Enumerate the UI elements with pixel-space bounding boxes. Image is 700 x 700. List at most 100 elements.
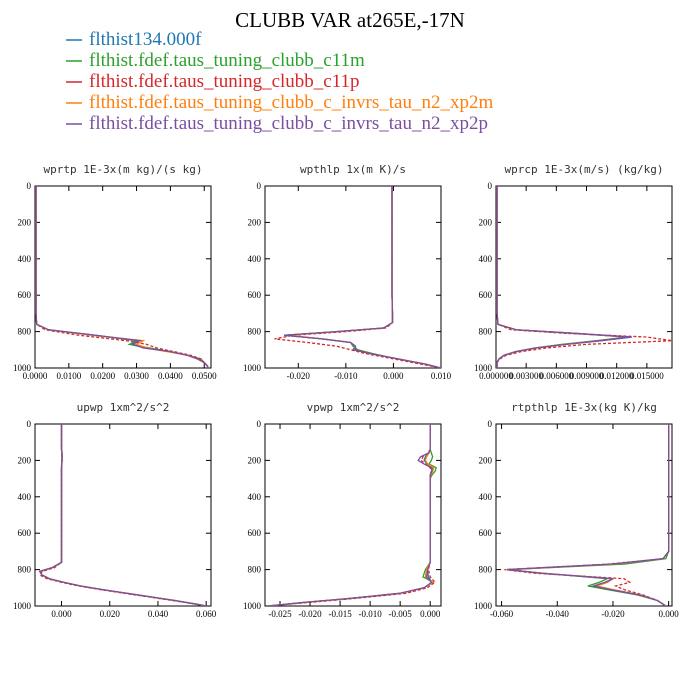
panel-title: vpwp 1xm^2/s^2 — [307, 401, 400, 414]
y-tick-label: 0 — [27, 419, 32, 429]
series-line-3 — [38, 424, 207, 606]
series-line-2 — [267, 424, 437, 606]
panel-4: upwp 1xm^2/s^2 0 200 400 600 800 1000 0.000 0.02… — [13, 401, 217, 619]
x-tick-label: 0.000000 — [479, 371, 513, 381]
series-line-4 — [38, 424, 207, 606]
y-tick-label: 1000 — [474, 601, 493, 611]
y-tick-label: 800 — [248, 565, 262, 575]
figure-title: CLUBB VAR at265E,-17N — [235, 8, 465, 32]
y-tick-label: 600 — [248, 290, 262, 300]
y-tick-label: 800 — [18, 565, 32, 575]
x-tick-label: 0.040 — [148, 609, 169, 619]
y-tick-label: 200 — [248, 217, 262, 227]
plot-frame — [34, 423, 212, 607]
series-line-3 — [274, 186, 441, 368]
panel-title: upwp 1xm^2/s^2 — [77, 401, 170, 414]
legend: flthist134.000fflthist.fdef.taus_tuning_… — [66, 29, 493, 134]
panel-1: wprtp 1E-3x(m kg)/(s kg) 0 200 400 600 800 100… — [13, 163, 217, 381]
series-line-4 — [288, 186, 441, 368]
y-tick-label: 0 — [488, 181, 493, 191]
x-tick-label: 0.0200 — [90, 371, 115, 381]
series-line-3 — [496, 186, 672, 368]
series-line-2 — [507, 424, 670, 606]
x-tick-label: 0.012000 — [600, 371, 634, 381]
y-tick-label: 800 — [18, 327, 32, 337]
panel-title: wpthlp 1x(m K)/s — [300, 163, 406, 176]
x-tick-label: 0.003000 — [509, 371, 543, 381]
x-tick-label: -0.040 — [546, 609, 570, 619]
series-line-5 — [283, 186, 441, 368]
x-tick-label: 0.0500 — [192, 371, 217, 381]
y-tick-label: 400 — [479, 254, 493, 264]
legend-label: flthist.fdef.taus_tuning_clubb_c11m — [89, 50, 365, 71]
y-tick-label: 600 — [248, 528, 262, 538]
y-tick-label: 600 — [18, 290, 32, 300]
x-tick-label: 0.000 — [659, 609, 680, 619]
series-line-2 — [496, 186, 627, 368]
legend-item: flthist.fdef.taus_tuning_clubb_c11p — [66, 71, 360, 92]
plot-frame — [495, 185, 673, 369]
panel-title: wprtp 1E-3x(m kg)/(s kg) — [44, 163, 203, 176]
series-line-3 — [504, 424, 670, 606]
y-tick-label: 1000 — [474, 363, 493, 373]
series-line-5 — [35, 186, 209, 368]
x-tick-label: -0.020 — [601, 609, 625, 619]
legend-label: flthist134.000f — [89, 29, 202, 50]
y-tick-label: 200 — [18, 455, 32, 465]
y-tick-label: 600 — [479, 528, 493, 538]
series-line-5 — [38, 424, 207, 606]
legend-item: flthist.fdef.taus_tuning_clubb_c_invrs_t… — [66, 113, 488, 134]
x-tick-label: 0.0400 — [158, 371, 183, 381]
series-line-5 — [267, 424, 433, 606]
panel-5: vpwp 1xm^2/s^2 0 200 400 600 800 1000 -0.025 -0.… — [243, 401, 442, 619]
plot-frame — [495, 423, 673, 607]
series-line-1 — [496, 186, 632, 368]
panel-2: wpthlp 1x(m K)/s 0 200 400 600 800 1000 -0.020 -… — [243, 163, 452, 381]
x-tick-label: 0.060 — [196, 609, 217, 619]
plot-frame — [264, 185, 442, 369]
y-tick-label: 0 — [488, 419, 493, 429]
y-tick-label: 1000 — [13, 363, 32, 373]
legend-item: flthist.fdef.taus_tuning_clubb_c11m — [66, 50, 365, 71]
y-tick-label: 800 — [479, 565, 493, 575]
legend-label: flthist.fdef.taus_tuning_clubb_c_invrs_t… — [89, 113, 488, 134]
y-tick-label: 800 — [248, 327, 262, 337]
x-tick-label: -0.060 — [490, 609, 514, 619]
panel-title: wprcp 1E-3x(m/s) (kg/kg) — [505, 163, 664, 176]
series-line-1 — [283, 186, 441, 368]
series-line-4 — [507, 424, 670, 606]
series-line-5 — [496, 186, 630, 368]
series-line-5 — [507, 424, 670, 606]
y-tick-label: 400 — [479, 492, 493, 502]
y-tick-label: 800 — [479, 327, 493, 337]
x-tick-label: -0.010 — [358, 609, 382, 619]
y-tick-label: 1000 — [243, 601, 262, 611]
series-line-1 — [507, 424, 670, 606]
x-tick-label: -0.020 — [298, 609, 322, 619]
x-tick-label: 0.009000 — [570, 371, 604, 381]
y-tick-label: 200 — [248, 455, 262, 465]
legend-item: flthist.fdef.taus_tuning_clubb_c_invrs_t… — [66, 92, 493, 113]
series-line-4 — [267, 424, 435, 606]
series-line-2 — [283, 186, 441, 368]
series-line-1 — [38, 424, 207, 606]
series-line-1 — [267, 424, 435, 606]
y-tick-label: 0 — [257, 181, 262, 191]
x-tick-label: -0.025 — [268, 609, 292, 619]
plot-frame — [34, 185, 212, 369]
y-tick-label: 200 — [18, 217, 32, 227]
series-line-3 — [35, 186, 209, 368]
panel-title: rtpthlp 1E-3x(kg K)/kg — [511, 401, 657, 414]
x-tick-label: 0.0100 — [56, 371, 81, 381]
y-tick-label: 200 — [479, 217, 493, 227]
y-tick-label: 1000 — [13, 601, 32, 611]
x-tick-label: 0.000 — [420, 609, 441, 619]
legend-item: flthist134.000f — [66, 29, 202, 50]
x-tick-label: 0.0000 — [23, 371, 48, 381]
x-tick-label: 0.000 — [51, 609, 72, 619]
x-tick-label: -0.020 — [287, 371, 311, 381]
y-tick-label: 0 — [27, 181, 32, 191]
x-tick-label: 0.010 — [431, 371, 452, 381]
panel-3: wprcp 1E-3x(m/s) (kg/kg) 0 200 400 600 800 100… — [474, 163, 673, 381]
